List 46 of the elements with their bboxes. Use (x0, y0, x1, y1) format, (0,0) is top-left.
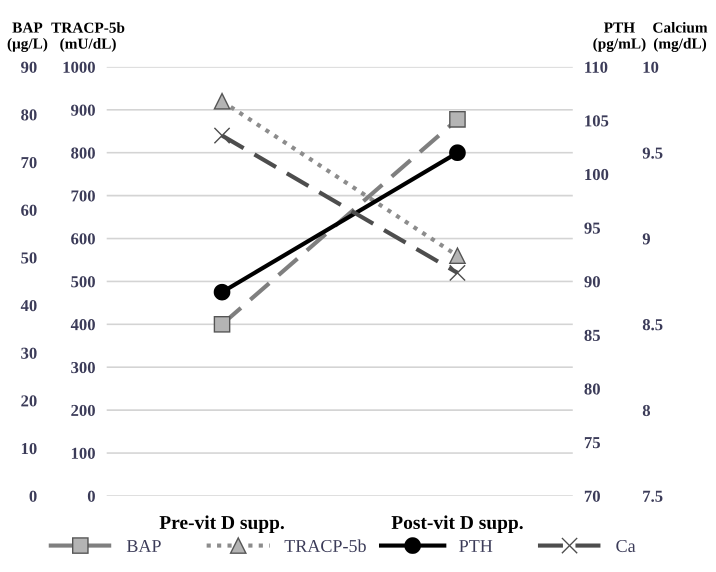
y2-tick-label: 60 (21, 204, 37, 216)
y2-tick-label: 90 (21, 62, 37, 73)
y-tick-label: 900 (71, 104, 95, 116)
y2-tick-label: 20 (21, 395, 37, 407)
y2-tick-label: 10 (22, 442, 37, 454)
y-tick-label: 80 (584, 383, 600, 395)
y-tick-label: 500 (71, 276, 95, 288)
legend-label: Ca (616, 540, 636, 552)
y2-axis-title: Calcium (mg/dL) (653, 22, 708, 52)
y2-tick-label: 70 (22, 156, 37, 168)
y-tick-label: 85 (584, 330, 600, 341)
legend-label: PTH (459, 540, 492, 552)
y-tick-label: 300 (71, 362, 95, 374)
y-tick-label: 1000 (64, 62, 95, 73)
y-tick-label: 200 (71, 404, 95, 416)
y2-tick-label: 7.5 (643, 490, 662, 502)
y-tick-label: 105 (585, 115, 608, 126)
y-axis-title: PTH (pg/mL) (593, 22, 646, 52)
y-tick-label: 0 (88, 490, 95, 502)
y-axis-title: TRACP-5b (mU/dL) (51, 22, 124, 52)
y2-tick-label: 30 (21, 348, 37, 359)
y-tick-label: 100 (585, 168, 608, 180)
y2-tick-label: 0 (30, 490, 37, 502)
y-tick-label: 100 (72, 448, 95, 459)
y-tick-label: 400 (70, 319, 95, 330)
legend-label: BAP (126, 540, 161, 552)
y2-tick-label: 50 (21, 252, 37, 264)
y2-axis-title: BAP (μg/L) (8, 22, 48, 52)
y-tick-label: 70 (584, 490, 600, 502)
y2-tick-label: 8.5 (642, 319, 662, 330)
y-tick-label: 95 (584, 222, 600, 234)
y2-tick-label: 10 (644, 62, 658, 73)
y2-tick-label: 8 (642, 404, 650, 416)
y-tick-label: 75 (584, 437, 600, 448)
y-tick-label: 600 (71, 233, 95, 244)
y-tick-label: 110 (585, 62, 608, 73)
x-tick-label: Post-vit D supp. (392, 515, 523, 533)
y2-tick-label: 9.5 (642, 147, 662, 159)
x-tick-label: Pre-vit D supp. (160, 515, 284, 533)
y2-tick-label: 80 (21, 109, 37, 121)
y2-tick-label: 40 (20, 300, 37, 312)
y-tick-label: 800 (71, 147, 95, 159)
y-tick-label: 90 (584, 276, 600, 288)
y2-tick-label: 9 (642, 233, 650, 244)
y-tick-label: 700 (72, 190, 95, 202)
legend-label: TRACP-5b (284, 539, 366, 552)
